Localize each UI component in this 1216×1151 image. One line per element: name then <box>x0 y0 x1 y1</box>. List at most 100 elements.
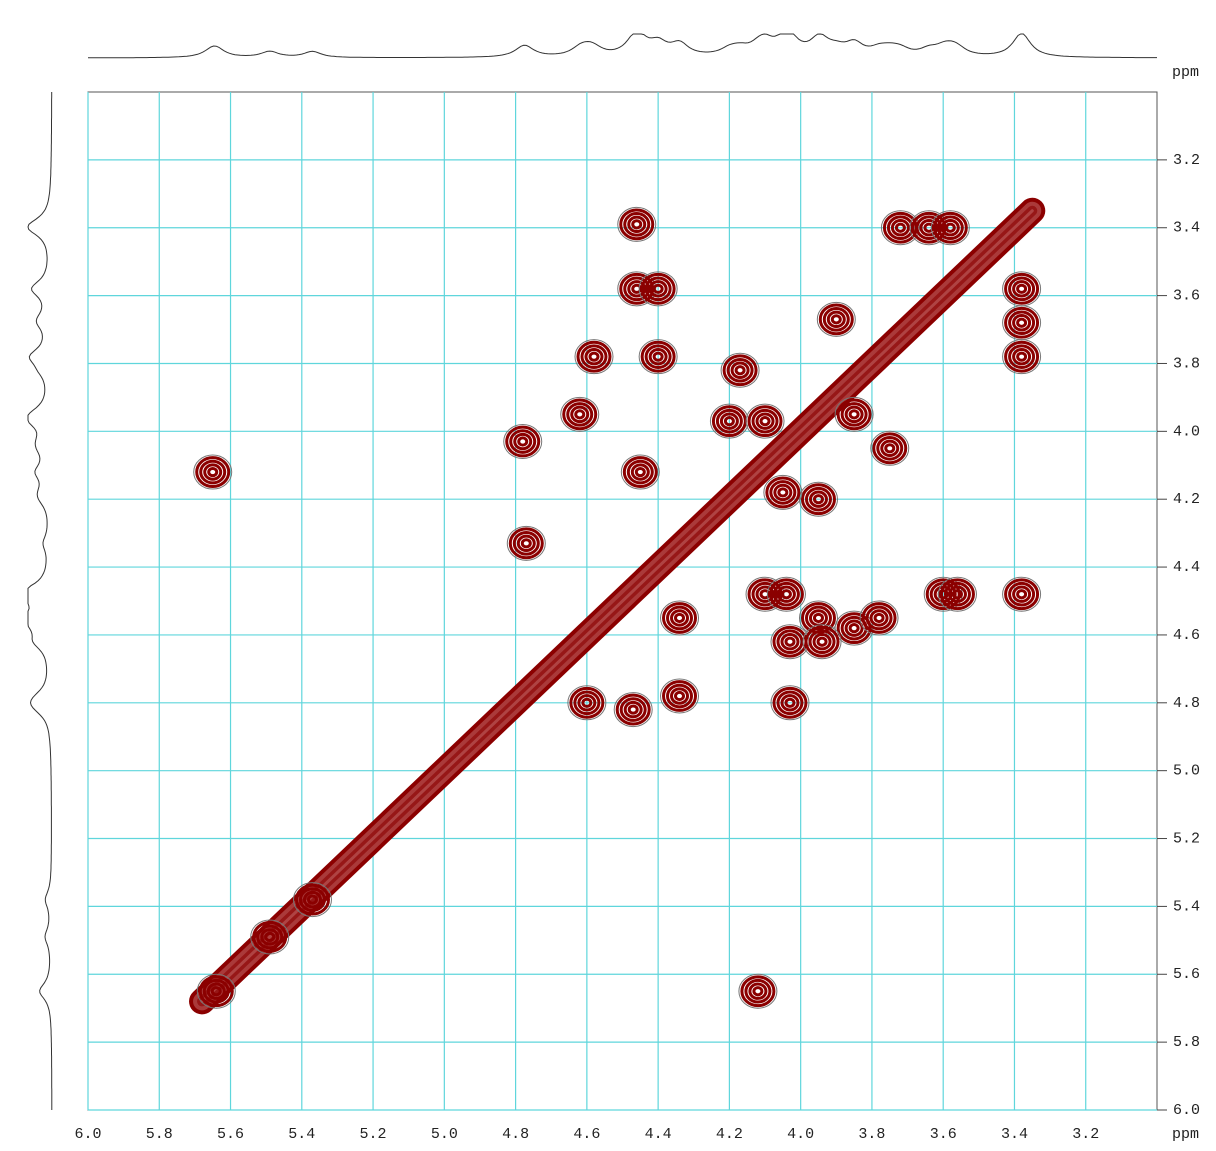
contour-ring <box>619 208 655 241</box>
contour-ring <box>745 576 785 612</box>
cross-peak <box>193 454 233 490</box>
cross-peak <box>816 301 856 337</box>
contour-ring <box>623 700 643 719</box>
contour-ring <box>562 398 598 431</box>
cross-peak <box>1002 271 1042 307</box>
contour-ring <box>766 576 806 612</box>
contour-ring <box>780 589 792 600</box>
contour-ring <box>722 354 758 387</box>
contour-ring <box>516 534 536 553</box>
cross-peak <box>567 685 607 721</box>
contour-ring <box>859 600 899 636</box>
cross-peak <box>1002 305 1042 341</box>
cross-peak <box>560 396 600 432</box>
contour-ring <box>770 685 810 721</box>
contour-ring <box>772 686 808 719</box>
x-tick-label: 3.6 <box>930 1126 957 1143</box>
contour-ring <box>784 697 796 708</box>
contour-ring <box>769 480 797 505</box>
contour-ring <box>808 629 836 655</box>
contour-ring <box>776 629 804 655</box>
contour-ring <box>925 578 961 611</box>
contour-ring <box>666 683 694 709</box>
contour-ring <box>623 212 651 237</box>
contour-ring <box>298 887 326 912</box>
cross-peak <box>660 678 700 714</box>
cross-peak <box>506 525 546 561</box>
contour-ring <box>1008 310 1036 336</box>
contour-ring <box>580 344 608 369</box>
contour-ring <box>256 924 284 950</box>
contour-ring <box>640 340 676 373</box>
contour-ring <box>198 975 234 1008</box>
contour-ring <box>800 483 836 516</box>
contour-ring <box>199 459 227 485</box>
contour-ring <box>947 585 967 603</box>
contour-ring <box>576 340 612 373</box>
cross-peak <box>770 685 810 721</box>
contour-ring <box>776 585 796 603</box>
contour-ring <box>751 408 779 434</box>
contour-ring <box>802 624 842 660</box>
contour-ring <box>306 894 318 905</box>
contour-ring <box>252 921 288 953</box>
contour-ring <box>670 609 690 627</box>
contour-ring <box>617 206 657 242</box>
contour-ring <box>638 271 678 307</box>
contour-ring <box>584 347 604 366</box>
contour-ring <box>196 973 236 1009</box>
y-tick-label: 4.8 <box>1173 695 1200 712</box>
contour-ring <box>207 466 219 478</box>
contour-ring <box>719 412 739 430</box>
x-tick-label: 3.8 <box>858 1126 885 1143</box>
contour-ring <box>620 454 660 490</box>
contour-ring <box>884 443 896 454</box>
contour-ring <box>909 210 949 246</box>
contour-ring <box>734 365 746 376</box>
cross-peak <box>1002 339 1042 375</box>
contour-ring <box>768 578 804 611</box>
contour-ring <box>822 307 850 332</box>
contour-ring <box>876 436 904 461</box>
contour-ring <box>622 456 658 488</box>
contour-ring <box>1002 576 1042 612</box>
contour-ring <box>939 578 975 611</box>
contour-ring <box>740 975 776 1008</box>
x-axis-label: ppm <box>1172 1126 1199 1143</box>
y-tick-label: 3.4 <box>1173 220 1200 237</box>
contour-ring <box>720 352 760 388</box>
x-tick-label: 4.8 <box>502 1126 529 1143</box>
contour-ring <box>1004 272 1040 305</box>
contour-ring <box>666 605 694 631</box>
y-tick-label: 4.2 <box>1173 491 1200 508</box>
y-tick-label: 3.8 <box>1173 355 1200 372</box>
cross-peak <box>638 339 678 375</box>
contour-ring <box>763 474 803 510</box>
contour-ring <box>1012 280 1032 298</box>
cross-peak <box>745 403 785 439</box>
contour-ring <box>660 678 700 714</box>
contour-ring <box>631 219 643 230</box>
contour-ring <box>848 409 860 420</box>
y-tick-label: 5.8 <box>1173 1034 1200 1051</box>
contour-ring <box>818 303 854 336</box>
contour-ring <box>880 439 900 457</box>
contour-ring <box>812 633 832 651</box>
contour-ring <box>674 612 686 624</box>
cross-peak <box>766 576 806 612</box>
cross-peak <box>638 271 678 307</box>
cross-peak <box>613 692 653 728</box>
contour-ring <box>652 351 664 362</box>
contour-ring <box>615 693 651 726</box>
contour-ring <box>644 344 672 369</box>
contour-ring <box>626 459 654 485</box>
contour-ring <box>773 483 793 502</box>
contour-ring <box>730 361 750 379</box>
contour-ring <box>745 403 785 439</box>
contour-ring <box>777 487 789 498</box>
cross-peak <box>720 352 760 388</box>
y-tick-label: 3.2 <box>1173 152 1200 169</box>
contour-ring <box>830 314 842 325</box>
contour-ring <box>648 280 668 298</box>
contour-ring <box>755 412 775 430</box>
